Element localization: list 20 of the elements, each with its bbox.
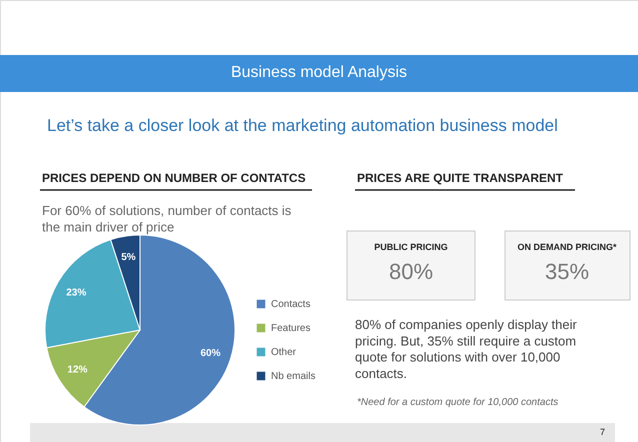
data-label: 12%: [67, 364, 88, 376]
text: *Need for a custom quote for 10,000 contacts: [357, 397, 558, 408]
text: PRICES DEPEND ON NUMBER OF CONTATCS: [42, 171, 306, 185]
text: 80%: [388, 259, 434, 284]
text: ON DEMAND PRICING*: [517, 242, 617, 252]
data-label: 5%: [121, 252, 136, 263]
text: 35%: [544, 259, 590, 284]
data-label: 23%: [66, 287, 86, 298]
legend-label: Contacts: [271, 299, 310, 310]
chart-subtitle: Let’s take a closer look at the marketing automation business model: [47, 116, 558, 135]
data-label: 60%: [200, 348, 221, 359]
legend-label: Features: [271, 323, 310, 334]
text: PRICES ARE QUITE TRANSPARENT: [357, 171, 564, 185]
legend-label: Nb emails: [271, 371, 316, 382]
text: 7: [600, 427, 606, 437]
text: 80% of companies openly display their pricing. But, 35% still require a custom quote for solutions with over 10,000 contacts.: [355, 317, 578, 381]
chart-title: Business model Analysis: [230, 64, 408, 81]
text: PUBLIC PRICING: [374, 242, 448, 252]
legend-label: Other: [271, 347, 297, 358]
text: For 60% of solutions, number of contacts is the main driver of price: [42, 203, 292, 234]
